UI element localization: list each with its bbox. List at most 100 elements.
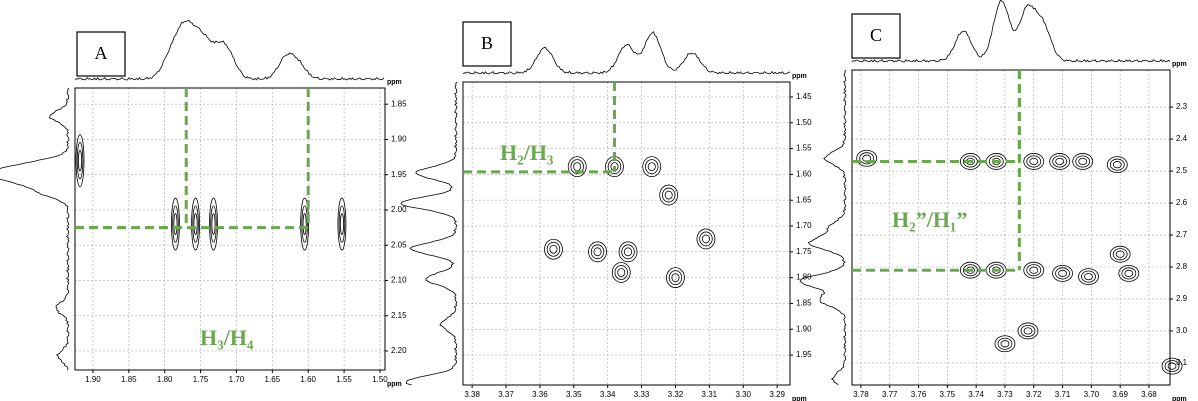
y-tick-label: 1.70 xyxy=(796,221,812,230)
y-axis-label: ppm xyxy=(792,73,807,80)
panel: 3.78 3.77 3.76 3.75 3.74 3.73 3.72 3.71 3.70 3.69… xyxy=(799,0,1188,401)
cross-peak xyxy=(209,197,218,251)
x-tick-label: 3.73 xyxy=(997,390,1013,399)
y-tick-label: 2.9 xyxy=(1176,294,1188,303)
cross-peak xyxy=(593,247,602,257)
cross-peak xyxy=(1000,340,1010,348)
cross-peak xyxy=(573,162,582,172)
annotation: H₃/H₄ xyxy=(200,325,254,350)
cross-peak xyxy=(1075,155,1091,168)
projection-top xyxy=(851,0,1171,63)
cross-peak xyxy=(1109,245,1131,263)
cross-peak xyxy=(699,231,713,247)
cross-peak xyxy=(171,197,180,251)
x-tick-label: 3.72 xyxy=(1026,390,1042,399)
cross-peak xyxy=(1118,264,1140,282)
x-tick-label: 3.78 xyxy=(853,390,869,399)
cross-peak xyxy=(856,149,878,167)
x-tick-label: 3.33 xyxy=(634,390,650,399)
cross-peak xyxy=(191,197,200,251)
cross-peak xyxy=(988,264,1004,277)
x-tick-label: 1.75 xyxy=(193,375,209,384)
cross-peak xyxy=(1161,357,1183,375)
cross-peak xyxy=(611,262,631,283)
panel-label: C xyxy=(870,25,882,45)
cross-peak xyxy=(617,268,626,277)
cross-peak xyxy=(1055,157,1065,166)
x-tick-label: 3.70 xyxy=(1084,390,1100,399)
cross-peak xyxy=(647,162,656,172)
cross-peak xyxy=(624,247,633,257)
y-tick-label: 3.1 xyxy=(1176,358,1188,367)
cross-peak xyxy=(1078,157,1088,166)
x-axis-label: ppm xyxy=(1172,396,1187,401)
y-tick-label: 2.15 xyxy=(391,311,407,320)
cross-peak xyxy=(859,152,875,165)
x-tick-label: 3.36 xyxy=(532,390,548,399)
cross-peak xyxy=(1121,267,1137,280)
cross-peak xyxy=(338,205,346,243)
cross-peak xyxy=(173,213,178,235)
cross-peak xyxy=(1023,153,1045,170)
x-tick-label: 1.85 xyxy=(121,375,137,384)
cross-peak xyxy=(1164,360,1180,373)
panel-label: B xyxy=(481,33,493,53)
y-tick-label: 1.90 xyxy=(391,135,407,144)
cross-peak xyxy=(994,335,1016,353)
y-tick-label: 1.55 xyxy=(796,144,812,153)
x-tick-label: 1.65 xyxy=(265,375,281,384)
y-tick-label: 2.5 xyxy=(1176,166,1188,175)
cross-peak xyxy=(301,205,308,243)
x-tick-label: 3.29 xyxy=(769,390,785,399)
panel-label-box xyxy=(851,13,901,59)
cross-peak xyxy=(1026,264,1042,277)
y-tick-label: 1.85 xyxy=(391,99,407,108)
projection-top xyxy=(462,31,791,75)
x-tick-label: 3.35 xyxy=(566,390,582,399)
x-tick-label: 3.32 xyxy=(668,390,684,399)
x-tick-label: 1.50 xyxy=(372,375,388,384)
y-axis-label: ppm xyxy=(1172,61,1187,68)
cross-peak xyxy=(1058,269,1067,277)
cross-peak xyxy=(1052,155,1068,168)
y-tick-label: 2.4 xyxy=(1176,134,1188,143)
cross-peak xyxy=(1026,155,1042,168)
cross-peak xyxy=(1078,268,1099,285)
cross-peak xyxy=(570,159,584,175)
x-tick-label: 3.77 xyxy=(882,390,898,399)
cross-peak xyxy=(1020,324,1036,337)
x-tick-label: 3.34 xyxy=(600,390,616,399)
annotation: H₂”/H₁” xyxy=(892,207,968,232)
y-tick-label: 1.95 xyxy=(796,350,812,359)
x-tick-label: 3.76 xyxy=(911,390,927,399)
cross-peak xyxy=(546,241,561,257)
cross-peak xyxy=(75,134,85,188)
cross-peak xyxy=(211,213,216,235)
x-tick-label: 3.75 xyxy=(940,390,956,399)
y-tick-label: 1.85 xyxy=(796,299,812,308)
annotation: H₂/H₃ xyxy=(500,140,554,165)
cross-peak xyxy=(645,159,659,175)
panel: 3.38 3.37 3.36 3.35 3.34 3.33 3.32 3.31 3.30 3.29… xyxy=(400,21,812,401)
y-tick-label: 1.45 xyxy=(796,92,812,101)
y-tick-label: 1.65 xyxy=(796,195,812,204)
x-tick-label: 3.68 xyxy=(1141,390,1157,399)
cross-peak xyxy=(78,149,83,172)
cross-peak xyxy=(666,267,685,289)
x-tick-label: 3.31 xyxy=(702,390,718,399)
y-tick-label: 1.60 xyxy=(796,170,812,179)
y-tick-label: 1.90 xyxy=(796,324,812,333)
cross-peak xyxy=(1049,153,1071,170)
x-tick-label: 1.70 xyxy=(229,375,245,384)
y-tick-label: 1.95 xyxy=(391,170,407,179)
projection-left xyxy=(0,87,70,371)
cross-peak xyxy=(1017,322,1039,340)
cross-peak xyxy=(1112,248,1128,261)
panel: 1.90 1.85 1.80 1.75 1.70 1.65 1.60 1.55 1.50 1.85… xyxy=(0,19,407,388)
cross-peak xyxy=(1072,153,1094,170)
cross-peak xyxy=(192,205,199,243)
cross-peak xyxy=(1106,156,1128,174)
y-tick-label: 1.80 xyxy=(796,273,812,282)
cross-peak xyxy=(588,241,607,263)
